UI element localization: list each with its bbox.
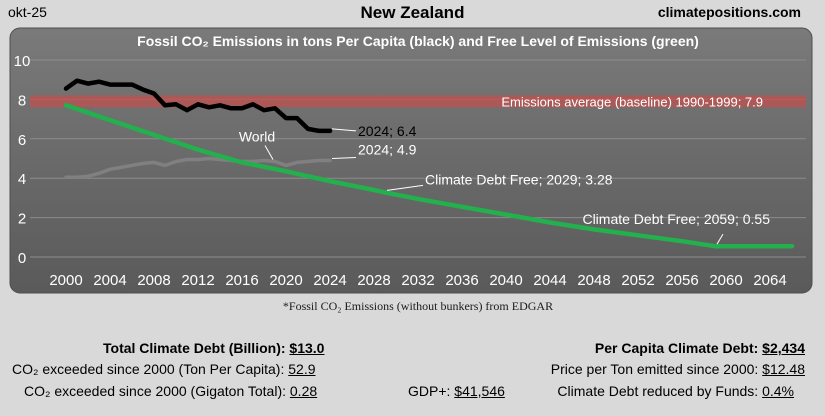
x-tick-label: 2000	[49, 272, 82, 289]
date-label: okt-25	[8, 4, 47, 20]
chart-footnote: *Fossil CO₂ Emissions (without bunkers) …	[283, 299, 553, 313]
per-capita-debt-value: $2,434	[762, 340, 805, 356]
per-capita-debt-label: Per Capita Climate Debt:	[594, 340, 759, 356]
axis-ticks: 0 2 4 6 8 10 2000 2004 2008 2012 2016 2020 2024 2028 2…	[14, 53, 787, 289]
annotation-label: Climate Debt Free; 2059; 0.55	[582, 211, 770, 227]
x-tick-label: 2020	[269, 272, 302, 289]
x-tick-label: 2008	[137, 272, 170, 289]
exceeded-gigaton-total: CO₂ exceeded since 2000 (Gigaton Total):…	[24, 383, 317, 399]
series-line-1	[64, 156, 332, 179]
series-lines	[63, 78, 795, 249]
annotations: 2024; 6.4 2024; 4.9 World Climate Debt Free…	[239, 123, 770, 245]
x-tick-label: 2004	[93, 272, 126, 289]
y-tick-label: 2	[18, 211, 26, 228]
page-title: New Zealand	[360, 3, 465, 22]
price-per-ton: Price per Ton emitted since 2000: $12.48	[551, 361, 805, 377]
total-debt-label: Total Climate Debt (Billion):	[103, 340, 286, 356]
annotation-label: World	[239, 128, 275, 144]
baseline-band	[30, 95, 806, 108]
annotation-leader	[264, 145, 274, 160]
x-tick-label: 2032	[401, 272, 434, 289]
series-line-2	[63, 103, 795, 249]
x-tick-label: 2044	[533, 272, 566, 289]
chart-title: Fossil CO₂ Emissions in tons Per Capita …	[137, 33, 699, 49]
reduced-by-funds: Climate Debt reduced by Funds: 0.4%	[557, 383, 794, 399]
emissions-chart: Fossil CO₂ Emissions in tons Per Capita …	[9, 27, 813, 313]
annotation-leader	[386, 184, 424, 191]
annotation-label: Climate Debt Free; 2029; 3.28	[425, 171, 613, 187]
exceeded-gt-label: CO₂ exceeded since 2000 (Gigaton Total):	[24, 383, 286, 399]
x-tick-label: 2024	[313, 272, 346, 289]
series-line-0	[63, 78, 333, 134]
exceeded-gt-value: 0.28	[289, 383, 318, 399]
reduced-funds-label: Climate Debt reduced by Funds:	[557, 383, 759, 399]
site-name: climatepositions.com	[657, 4, 801, 20]
x-tick-label: 2056	[665, 272, 698, 289]
exceeded-ton-per-capita: CO₂ exceeded since 2000 (Ton Per Capita)…	[12, 361, 316, 377]
gdp-label: GDP+:	[408, 383, 451, 399]
x-tick-label: 2048	[577, 272, 610, 289]
x-tick-label: 2040	[489, 272, 522, 289]
plot-background	[9, 27, 813, 294]
exceeded-tpc-value: 52.9	[288, 361, 316, 377]
total-climate-debt: Total Climate Debt (Billion): $13.0	[103, 340, 324, 356]
x-tick-label: 2064	[753, 272, 786, 289]
y-tick-label: 0	[18, 250, 26, 267]
per-capita-climate-debt: Per Capita Climate Debt: $2,434	[595, 340, 805, 356]
x-tick-label: 2012	[181, 272, 214, 289]
total-debt-value: $13.0	[289, 340, 325, 356]
baseline-label: Emissions average (baseline) 1990-1999; …	[501, 94, 763, 109]
annotation-label: 2024; 6.4	[358, 123, 417, 139]
gdp: GDP+: $41,546	[408, 383, 505, 399]
x-tick-label: 2016	[225, 272, 258, 289]
price-per-ton-value: $12.48	[762, 361, 805, 377]
annotation-leader	[716, 233, 724, 245]
x-tick-label: 2060	[709, 272, 742, 289]
reduced-funds-value: 0.4%	[762, 383, 794, 399]
y-tick-label: 8	[18, 92, 26, 109]
y-tick-label: 10	[14, 53, 31, 70]
price-per-ton-label: Price per Ton emitted since 2000:	[550, 361, 759, 377]
annotation-leader	[331, 128, 357, 132]
exceeded-tpc-label: CO₂ exceeded since 2000 (Ton Per Capita)…	[12, 361, 285, 377]
x-tick-label: 2052	[621, 272, 654, 289]
y-tick-label: 6	[18, 132, 26, 149]
y-tick-label: 4	[18, 171, 26, 188]
gdp-value: $41,546	[454, 383, 505, 399]
annotation-leader	[331, 156, 357, 159]
annotation-label: 2024; 4.9	[358, 141, 417, 157]
x-tick-label: 2036	[445, 272, 478, 289]
x-tick-label: 2028	[357, 272, 390, 289]
